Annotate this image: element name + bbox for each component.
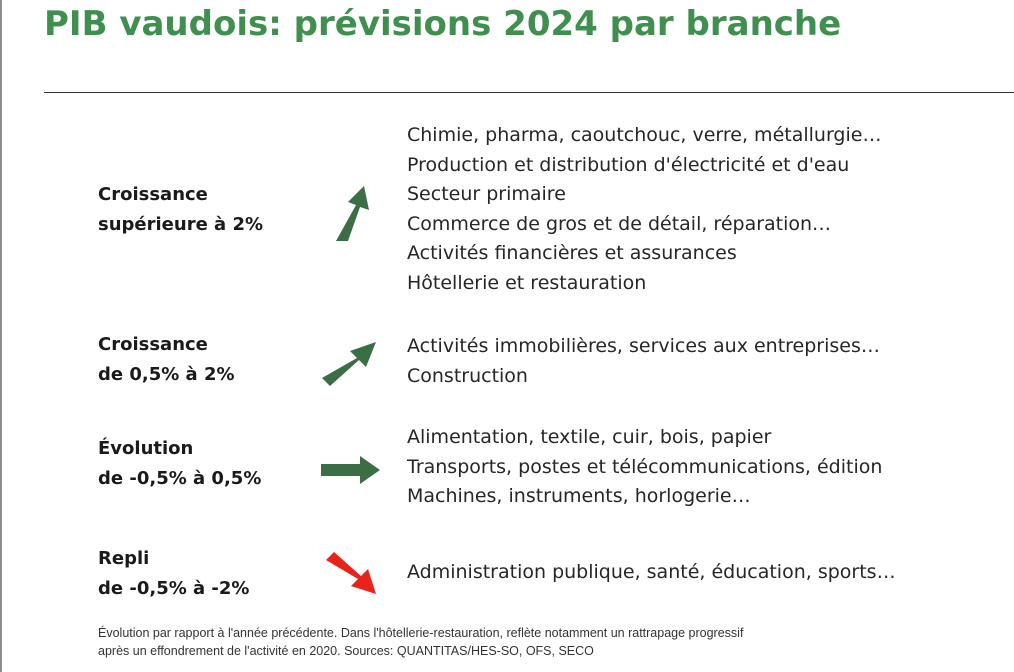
section-label-line2: supérieure à 2% — [98, 214, 264, 235]
footnote-line2: après un effondrement de l'activité en 2… — [98, 644, 594, 658]
section-label-line1: Croissance — [98, 334, 208, 355]
section-label: Repli de -0,5% à -2% — [98, 544, 249, 604]
page-title: PIB vaudois: prévisions 2024 par branche — [44, 4, 842, 44]
section-label-line2: de 0,5% à 2% — [98, 364, 235, 385]
branch-item: Machines, instruments, horlogerie… — [407, 485, 751, 507]
branch-item: Commerce de gros et de détail, réparatio… — [407, 212, 832, 235]
section-label-line1: Évolution — [98, 438, 194, 459]
branch-list: Chimie, pharma, caoutchouc, verre, métal… — [407, 121, 881, 298]
section-label-line1: Repli — [98, 548, 150, 569]
section-label: Évolution de -0,5% à 0,5% — [98, 434, 261, 494]
branch-list: Activités immobilières, services aux ent… — [407, 332, 880, 391]
section-label-line2: de -0,5% à -2% — [98, 578, 250, 599]
branch-item: Administration publique, santé, éducatio… — [407, 561, 896, 583]
section-label: Croissance supérieure à 2% — [98, 180, 263, 240]
arrow-down-right-icon — [326, 552, 376, 594]
arrow-up-right-icon — [322, 342, 376, 386]
branch-item: Secteur primaire — [407, 183, 566, 205]
branch-item: Activités immobilières, services aux ent… — [407, 335, 880, 357]
branch-list: Alimentation, textile, cuir, bois, papie… — [407, 423, 882, 512]
section-label-line1: Croissance — [98, 184, 208, 205]
branch-item: Construction — [407, 364, 528, 387]
arrow-right-icon — [321, 456, 380, 484]
branch-item: Activités financières et assurances — [407, 242, 737, 264]
branch-item: Alimentation, textile, cuir, bois, papie… — [407, 426, 772, 448]
branch-item: Production et distribution d'électricité… — [407, 153, 850, 176]
section-label-line2: de -0,5% à 0,5% — [98, 468, 262, 489]
footnote: Évolution par rapport à l'année précéden… — [98, 624, 898, 660]
section-label: Croissance de 0,5% à 2% — [98, 330, 235, 390]
title-divider — [44, 92, 1014, 93]
footnote-line1: Évolution par rapport à l'année précéden… — [98, 626, 744, 640]
branch-list: Administration publique, santé, éducatio… — [407, 558, 896, 588]
branch-item: Transports, postes et télécommunications… — [407, 455, 883, 478]
left-border — [0, 0, 2, 672]
arrow-up-right-steep-icon — [336, 186, 369, 241]
branch-item: Chimie, pharma, caoutchouc, verre, métal… — [407, 124, 882, 146]
branch-item: Hôtellerie et restauration — [407, 271, 647, 294]
